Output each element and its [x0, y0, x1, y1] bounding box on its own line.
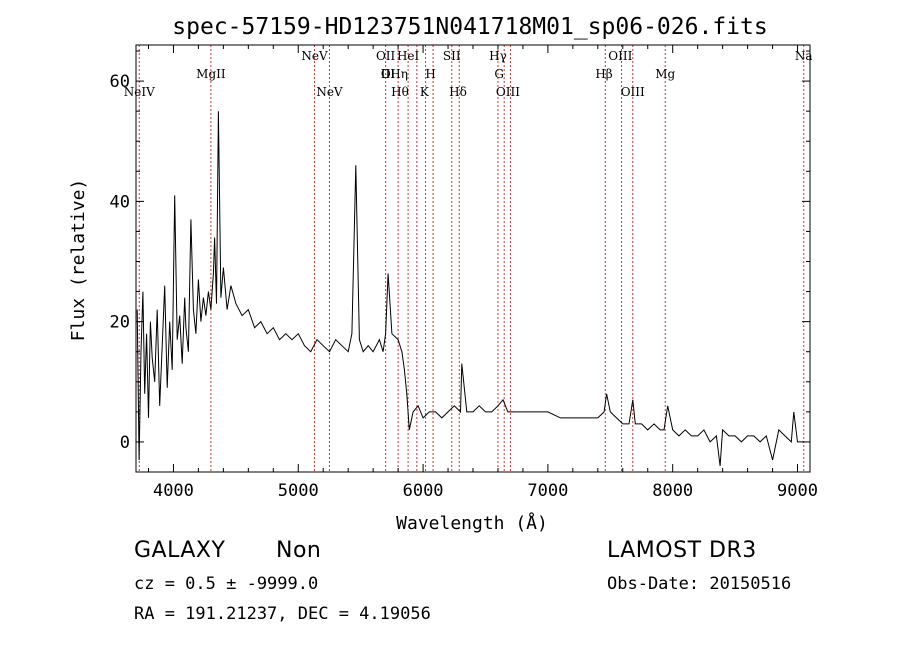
line-label-9: H	[425, 67, 435, 81]
line-label-1: MgII	[196, 67, 226, 81]
x-axis-ticks: 4000 5000 6000 7000 8000 9000	[147, 45, 818, 501]
line-label-15: OIII	[496, 85, 520, 99]
line-label-7: Hθ	[391, 85, 409, 99]
survey-name: LAMOST DR3	[607, 538, 757, 563]
object-class: GALAXY	[134, 538, 226, 563]
emission-line-markers	[138, 45, 805, 472]
x-tick-label-4: 8000	[652, 481, 693, 501]
line-label-18: OIII	[621, 85, 645, 99]
chart-title: spec-57159-HD123751N041718M01_sp06-026.f…	[172, 14, 767, 40]
redshift-cz: cz = 0.5 ± -9999.0	[134, 574, 319, 594]
ra-dec: RA = 191.21237, DEC = 4.19056	[134, 604, 431, 624]
y-tick-label-3: 60	[110, 72, 130, 92]
line-label-5: OI	[381, 67, 396, 81]
line-label-2: NeV	[301, 49, 328, 63]
line-label-17: OIII	[608, 49, 632, 63]
line-label-6: IIHη	[381, 67, 408, 81]
x-axis-label: Wavelength (Å)	[396, 512, 548, 534]
x-tick-label-0: 4000	[153, 481, 194, 501]
plot-frame	[135, 44, 811, 473]
line-label-19: Mg	[655, 67, 675, 81]
y-axis-label: Flux (relative)	[68, 179, 89, 342]
x-tick-label-5: 9000	[777, 481, 818, 501]
spectrum-line	[136, 111, 804, 467]
line-label-11: SII	[443, 49, 461, 63]
line-label-10: K	[420, 85, 430, 99]
x-tick-label-1: 5000	[278, 481, 319, 501]
line-label-16: Hβ	[595, 67, 612, 81]
line-label-3: NeV	[316, 85, 343, 99]
line-label-8: HeI	[397, 49, 420, 63]
x-tick-label-3: 7000	[527, 481, 568, 501]
line-label-20: Na	[795, 49, 813, 63]
line-label-0: NeIV	[124, 85, 155, 99]
line-label-14: G	[494, 67, 504, 81]
y-tick-label-2: 40	[110, 192, 130, 212]
line-label-12: Hδ	[449, 85, 467, 99]
y-tick-label-0: 0	[120, 433, 130, 453]
object-subclass: Non	[276, 538, 322, 563]
observation-date: Obs-Date: 20150516	[607, 574, 792, 594]
line-label-4: OII	[376, 49, 396, 63]
y-axis-ticks: 0 20 40 60	[110, 50, 810, 453]
line-label-13: Hγ	[489, 49, 507, 63]
x-tick-label-2: 6000	[403, 481, 444, 501]
y-tick-label-1: 20	[110, 313, 130, 333]
